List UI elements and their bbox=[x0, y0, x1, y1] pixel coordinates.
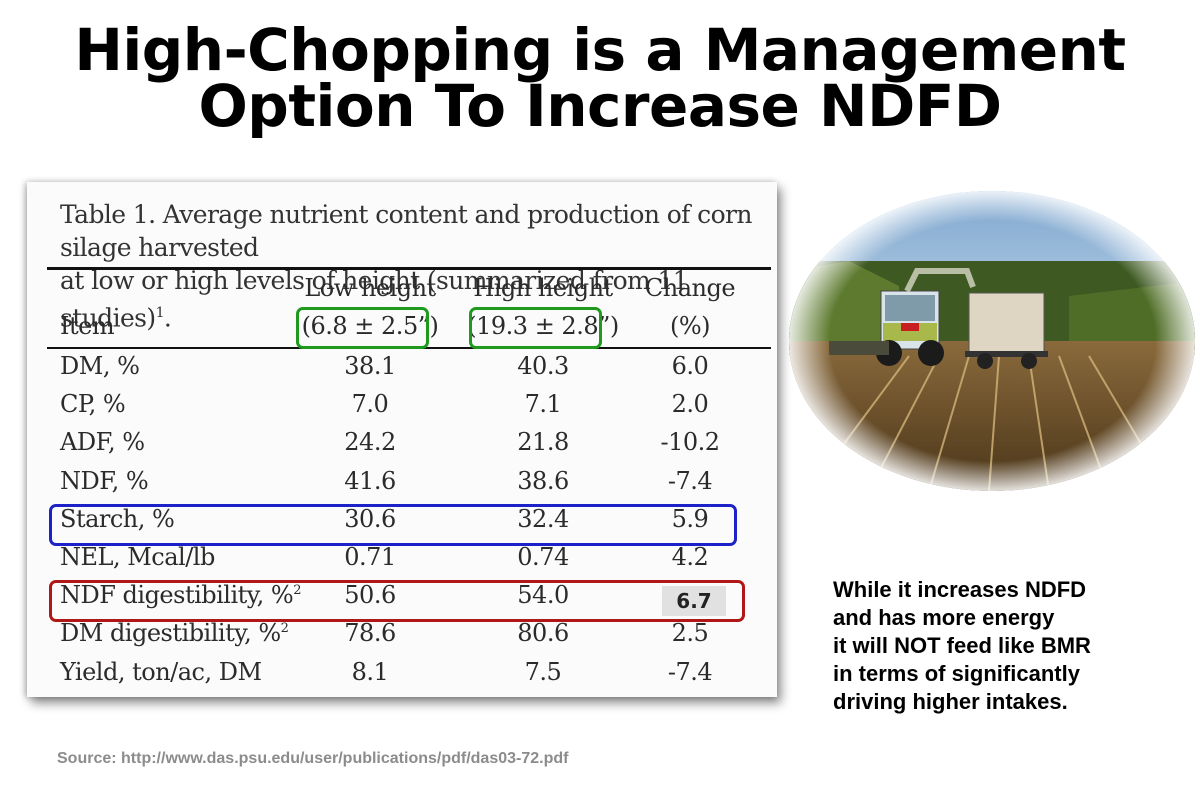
explanation-note: While it increases NDFD and has more ene… bbox=[833, 576, 1193, 716]
row-change-value: 5.9 bbox=[671, 505, 709, 533]
table-caption: Table 1. Average nutrient content and pr… bbox=[60, 198, 770, 334]
row-change-value: 2.5 bbox=[671, 619, 709, 647]
note-line-4: in terms of significantly bbox=[833, 661, 1080, 686]
row-item-label: Starch, % bbox=[60, 505, 175, 533]
note-line-5: driving higher intakes. bbox=[833, 689, 1068, 714]
note-line-3: it will NOT feed like BMR bbox=[833, 633, 1091, 658]
note-line-1: While it increases NDFD bbox=[833, 577, 1087, 602]
row-item-label: NDF digestibility, %2 bbox=[60, 581, 302, 609]
starch-row-highlight-box bbox=[49, 504, 737, 546]
row-item-label: ADF, % bbox=[60, 428, 145, 456]
row-low-height-value: 50.6 bbox=[344, 581, 396, 609]
row-change-value: -10.2 bbox=[660, 428, 720, 456]
row-low-height-value: 8.1 bbox=[351, 658, 389, 686]
note-line-2: and has more energy bbox=[833, 605, 1055, 630]
row-low-height-value: 30.6 bbox=[344, 505, 396, 533]
row-high-height-value: 38.6 bbox=[517, 467, 569, 495]
header-change: Change bbox=[644, 274, 736, 302]
row-high-height-value: 32.4 bbox=[517, 505, 569, 533]
row-low-height-value: 78.6 bbox=[344, 619, 396, 647]
row-high-height-value: 80.6 bbox=[517, 619, 569, 647]
header-low-range: (6.8 ± 2.5”) bbox=[301, 312, 439, 340]
header-item: Item bbox=[60, 312, 115, 340]
row-item-label: DM, % bbox=[60, 352, 140, 380]
row-change-value: 2.0 bbox=[671, 390, 709, 418]
row-high-height-value: 7.5 bbox=[524, 658, 562, 686]
row-high-height-value: 40.3 bbox=[517, 352, 569, 380]
high-height-highlight-box bbox=[469, 307, 602, 349]
low-height-highlight-box bbox=[296, 307, 429, 349]
row-high-height-value: 7.1 bbox=[524, 390, 562, 418]
title-line-1: High-Chopping is a Management bbox=[74, 16, 1126, 84]
header-high-range: (19.3 ± 2.8”) bbox=[467, 312, 619, 340]
slide-title: High-Chopping is a Management Option To … bbox=[0, 16, 1200, 140]
row-change-value: -7.4 bbox=[667, 467, 713, 495]
row-high-height-value: 21.8 bbox=[517, 428, 569, 456]
row-item-label: NEL, Mcal/lb bbox=[60, 543, 215, 571]
row-item-label: CP, % bbox=[60, 390, 126, 418]
caption-end: . bbox=[163, 303, 172, 333]
row-low-height-value: 7.0 bbox=[351, 390, 389, 418]
row-item-label: DM digestibility, %2 bbox=[60, 619, 289, 647]
nutrient-table-image: Table 1. Average nutrient content and pr… bbox=[27, 182, 777, 697]
row-low-height-value: 41.6 bbox=[344, 467, 396, 495]
caption-line-2: at low or high levels of height (summari… bbox=[60, 266, 689, 333]
header-low-height: Low height bbox=[304, 274, 436, 302]
row-low-height-value: 24.2 bbox=[344, 428, 396, 456]
harvest-field-illustration bbox=[789, 191, 1195, 491]
row-high-height-value: 0.74 bbox=[517, 543, 569, 571]
table-top-rule bbox=[47, 267, 771, 270]
header-change-unit: (%) bbox=[669, 312, 711, 340]
ndf-digestibility-change-value: 6.7 bbox=[662, 586, 726, 616]
row-change-value: 4.2 bbox=[671, 543, 709, 571]
row-low-height-value: 38.1 bbox=[344, 352, 396, 380]
row-change-value: 6.0 bbox=[671, 352, 709, 380]
caption-line-1: Table 1. Average nutrient content and pr… bbox=[60, 200, 752, 262]
caption-footnote-mark: 1 bbox=[155, 305, 165, 321]
ndf-digestibility-highlight-box bbox=[49, 580, 745, 622]
row-item-label: Yield, ton/ac, DM bbox=[60, 658, 262, 686]
harvest-field-photo bbox=[789, 191, 1196, 491]
title-line-2: Option To Increase NDFD bbox=[198, 72, 1003, 140]
header-high-height: High height bbox=[473, 274, 613, 302]
row-low-height-value: 0.71 bbox=[344, 543, 396, 571]
row-high-height-value: 54.0 bbox=[517, 581, 569, 609]
source-citation: Source: http://www.das.psu.edu/user/publ… bbox=[57, 750, 569, 767]
row-item-label: NDF, % bbox=[60, 467, 149, 495]
row-change-value: -7.4 bbox=[667, 658, 713, 686]
